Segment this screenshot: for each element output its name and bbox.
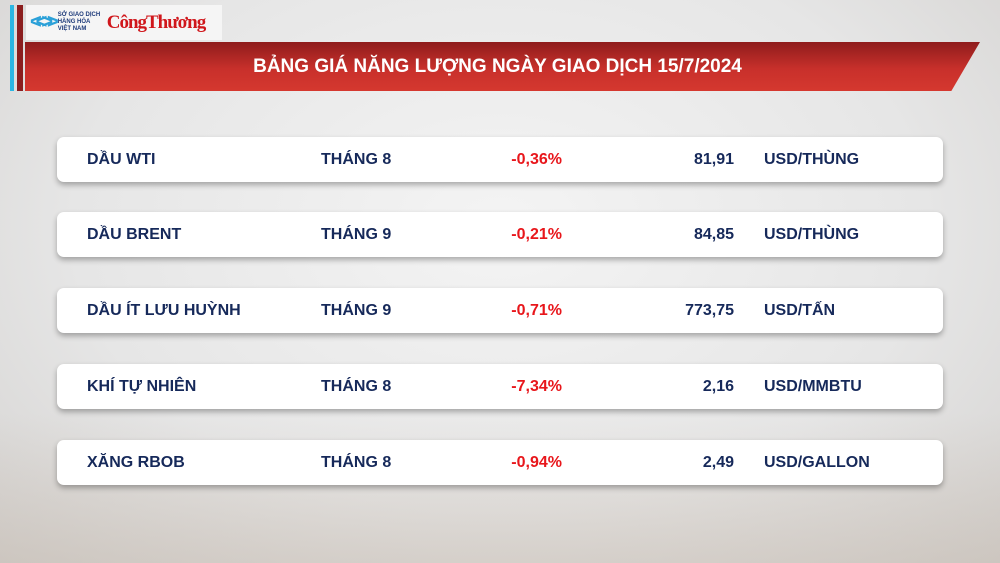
price-unit: USD/THÙNG [764, 225, 860, 243]
price-value: 773,75 [685, 301, 734, 319]
contract-month: THÁNG 8 [321, 377, 392, 395]
commodity-name: DẦU BRENT [87, 225, 182, 243]
price-change: -7,34% [511, 377, 562, 395]
price-value: 84,85 [693, 225, 734, 243]
price-change: -0,94% [511, 453, 562, 471]
title-banner: BẢNG GIÁ NĂNG LƯỢNG NGÀY GIAO DỊCH 15/7/… [25, 42, 980, 91]
contract-month: THÁNG 9 [321, 225, 392, 243]
contract-month: THÁNG 9 [321, 301, 392, 319]
price-change: -0,71% [511, 301, 562, 319]
contract-month: THÁNG 8 [321, 150, 392, 168]
exchange-logo-text: SỞ GIAO DỊCH HÀNG HÓA VIỆT NAM [57, 12, 101, 32]
commodity-name: XĂNG RBOB [87, 453, 185, 471]
newspaper-logo: CôngThương [106, 11, 207, 33]
price-unit: USD/THÙNG [764, 150, 860, 168]
exchange-logo-icon: <<>> [30, 11, 59, 33]
page-title: BẢNG GIÁ NĂNG LƯỢNG NGÀY GIAO DỊCH 15/7/… [253, 55, 742, 77]
commodity-name: KHÍ TỰ NHIÊN [87, 377, 197, 395]
price-unit: USD/GALLON [764, 453, 870, 471]
accent-bar-blue [10, 5, 14, 91]
price-unit: USD/MMBTU [764, 377, 862, 395]
price-row: DẦU BRENT THÁNG 9 -0,21% 84,85 USD/THÙNG [57, 212, 943, 257]
price-value: 2,16 [702, 377, 734, 395]
price-row: KHÍ TỰ NHIÊN THÁNG 8 -7,34% 2,16 USD/MMBTU [57, 364, 943, 409]
price-unit: USD/TẤN [764, 301, 836, 319]
price-row: XĂNG RBOB THÁNG 8 -0,94% 2,49 USD/GALLON [57, 440, 943, 485]
price-row: DẦU WTI THÁNG 8 -0,36% 81,91 USD/THÙNG [57, 137, 943, 182]
accent-bar-red [17, 5, 23, 91]
price-change: -0,21% [511, 225, 562, 243]
price-value: 2,49 [702, 453, 734, 471]
commodity-name: DẦU ÍT LƯU HUỲNH [87, 301, 241, 319]
logo: <<>> SỞ GIAO DỊCH HÀNG HÓA VIỆT NAM Công… [26, 5, 222, 40]
background-image [0, 413, 1000, 563]
commodity-name: DẦU WTI [87, 150, 156, 168]
price-change: -0,36% [511, 150, 562, 168]
price-row: DẦU ÍT LƯU HUỲNH THÁNG 9 -0,71% 773,75 USD/T… [57, 288, 943, 333]
contract-month: THÁNG 8 [321, 453, 392, 471]
price-value: 81,91 [693, 150, 734, 168]
